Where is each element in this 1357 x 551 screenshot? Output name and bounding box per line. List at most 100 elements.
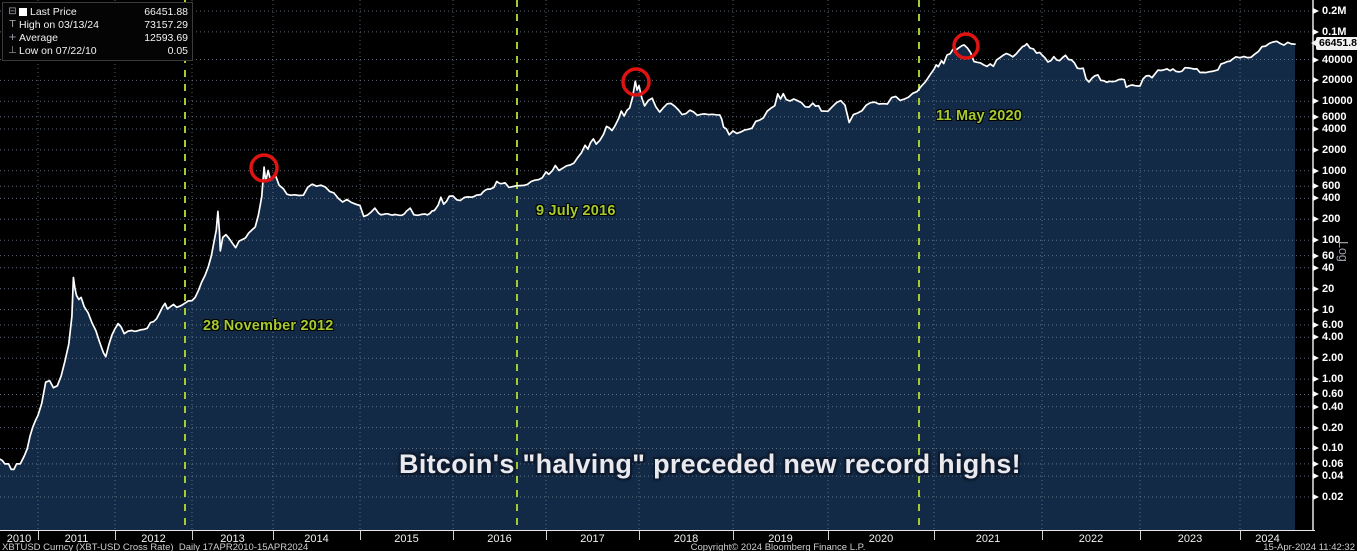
- x-year-tick: [38, 531, 39, 540]
- legend-value: 66451.88: [144, 5, 188, 18]
- y-tick-label: 20: [1322, 282, 1335, 295]
- legend-row[interactable]: T High on 03/13/24 73157.29: [6, 18, 188, 31]
- y-tick-mark: [1313, 146, 1319, 153]
- legend-label: Last Price: [30, 5, 77, 18]
- y-tick-mark: [1313, 8, 1319, 14]
- y-tick-mark: [1313, 355, 1319, 362]
- y-tick-label: 40: [1322, 261, 1335, 274]
- x-year-label: 2019: [768, 533, 793, 545]
- y-tick-mark: [1313, 125, 1319, 132]
- x-year-tick: [192, 531, 193, 540]
- record-high-circle: [952, 32, 980, 60]
- y-tick-label: 4.00: [1322, 331, 1344, 344]
- y-tick-mark: [1313, 183, 1319, 190]
- y-tick-label: 2.00: [1322, 352, 1344, 365]
- y-tick-mark: [1313, 113, 1319, 120]
- y-tick-label: 60: [1322, 249, 1335, 262]
- y-tick-label: 0.02: [1322, 491, 1344, 503]
- y-tick-label: 100: [1322, 234, 1341, 247]
- y-tick-mark: [1313, 285, 1319, 292]
- y-tick-mark: [1313, 264, 1319, 271]
- y-tick-mark: [1313, 237, 1319, 244]
- x-year-tick: [360, 531, 361, 540]
- x-year-label: 2018: [673, 533, 699, 545]
- y-tick-label: 2000: [1322, 143, 1347, 156]
- y-tick-mark: [1313, 424, 1319, 431]
- halving-date-label: 28 November 2012: [203, 318, 334, 334]
- y-tick-label: 0.10: [1322, 442, 1344, 455]
- y-tick-label: 200: [1322, 213, 1341, 226]
- y-tick-label: 6000: [1322, 110, 1347, 123]
- legend-row[interactable]: + Average 12593.69: [6, 31, 188, 44]
- y-tick-mark: [1313, 252, 1319, 259]
- x-year-label: 2016: [487, 533, 512, 545]
- y-tick-mark: [1313, 391, 1319, 398]
- x-year-label: 2010: [6, 533, 32, 545]
- y-tick-label: 600: [1322, 180, 1341, 193]
- y-tick-label: 40000: [1322, 53, 1353, 66]
- log-scale-label[interactable]: Log: [1336, 241, 1350, 262]
- average-marker-icon: +: [8, 32, 17, 43]
- x-year-label: 2014: [304, 533, 329, 545]
- y-tick-label: 0.60: [1322, 388, 1344, 401]
- x-year-tick: [115, 531, 116, 540]
- high-marker-icon: T: [9, 19, 16, 30]
- price-line: [0, 40, 1296, 471]
- x-year-tick: [273, 531, 274, 540]
- x-year-tick: [828, 531, 829, 540]
- y-tick-mark: [1313, 306, 1319, 313]
- y-tick-mark: [1313, 494, 1319, 500]
- y-tick-label: 0.04: [1322, 470, 1344, 483]
- y-tick-label: 1000: [1322, 164, 1347, 177]
- x-year-tick: [453, 531, 454, 540]
- y-tick-mark: [1313, 376, 1319, 383]
- x-year-tick: [934, 531, 935, 540]
- y-tick-mark: [1313, 167, 1319, 174]
- chart-legend[interactable]: ⊟ Last Price 66451.88 T High on 03/13/24 7315…: [2, 2, 193, 61]
- halving-date-label: 11 May 2020: [936, 108, 1023, 124]
- record-high-circle: [621, 67, 651, 97]
- x-year-label: 2017: [580, 533, 605, 545]
- x-year-label: 2023: [1177, 533, 1203, 545]
- y-tick-mark: [1313, 460, 1319, 467]
- halving-date-label: 9 July 2016: [536, 203, 616, 219]
- timestamp: 15-Apr-2024 11:42:32: [1263, 542, 1355, 551]
- y-tick-mark: [1313, 334, 1319, 341]
- x-year-label: 2021: [975, 533, 1001, 545]
- legend-row[interactable]: ⊥ Low on 07/22/10 0.05: [6, 44, 188, 57]
- y-tick-label: 10000: [1322, 95, 1353, 108]
- y-tick-mark: [1313, 445, 1319, 452]
- y-tick-label: 0.20: [1322, 421, 1344, 434]
- y-tick-mark: [1313, 403, 1319, 410]
- y-tick-mark: [1313, 216, 1319, 223]
- low-marker-icon: ⊥: [8, 45, 17, 56]
- y-tick-mark: [1313, 322, 1319, 329]
- expand-node-icon[interactable]: ⊟: [8, 6, 17, 17]
- x-year-label: 2012: [141, 533, 166, 545]
- legend-label: High on 03/13/24: [19, 18, 99, 31]
- y-tick-mark: [1313, 473, 1319, 480]
- y-tick-mark: [1313, 28, 1319, 35]
- legend-value: 0.05: [167, 44, 188, 57]
- x-year-tick: [733, 531, 734, 540]
- price-area-fill: [0, 41, 1295, 531]
- y-tick-label: 400: [1322, 192, 1341, 205]
- y-tick-label: 0.2M: [1322, 5, 1347, 17]
- x-year-label: 2020: [868, 533, 894, 545]
- y-tick-label: 6.00: [1322, 319, 1344, 332]
- y-tick-label: 0.40: [1322, 400, 1344, 413]
- x-year-label: 2013: [220, 533, 245, 545]
- x-year-label: 2011: [64, 533, 89, 545]
- series-color-swatch: [19, 7, 27, 16]
- legend-value: 73157.29: [144, 18, 188, 31]
- legend-row[interactable]: ⊟ Last Price 66451.88: [6, 5, 188, 18]
- legend-label: Average: [19, 31, 58, 44]
- x-axis-baseline: [0, 530, 1315, 531]
- record-high-circle: [249, 153, 279, 183]
- banner-title: Bitcoin's "halving" preceded new record …: [399, 449, 1021, 479]
- security-description: XBTUSD Curncy (XBT-USD Cross Rate) Daily…: [2, 542, 309, 551]
- y-tick-label: 4000: [1322, 122, 1347, 135]
- legend-value: 12593.69: [144, 31, 188, 44]
